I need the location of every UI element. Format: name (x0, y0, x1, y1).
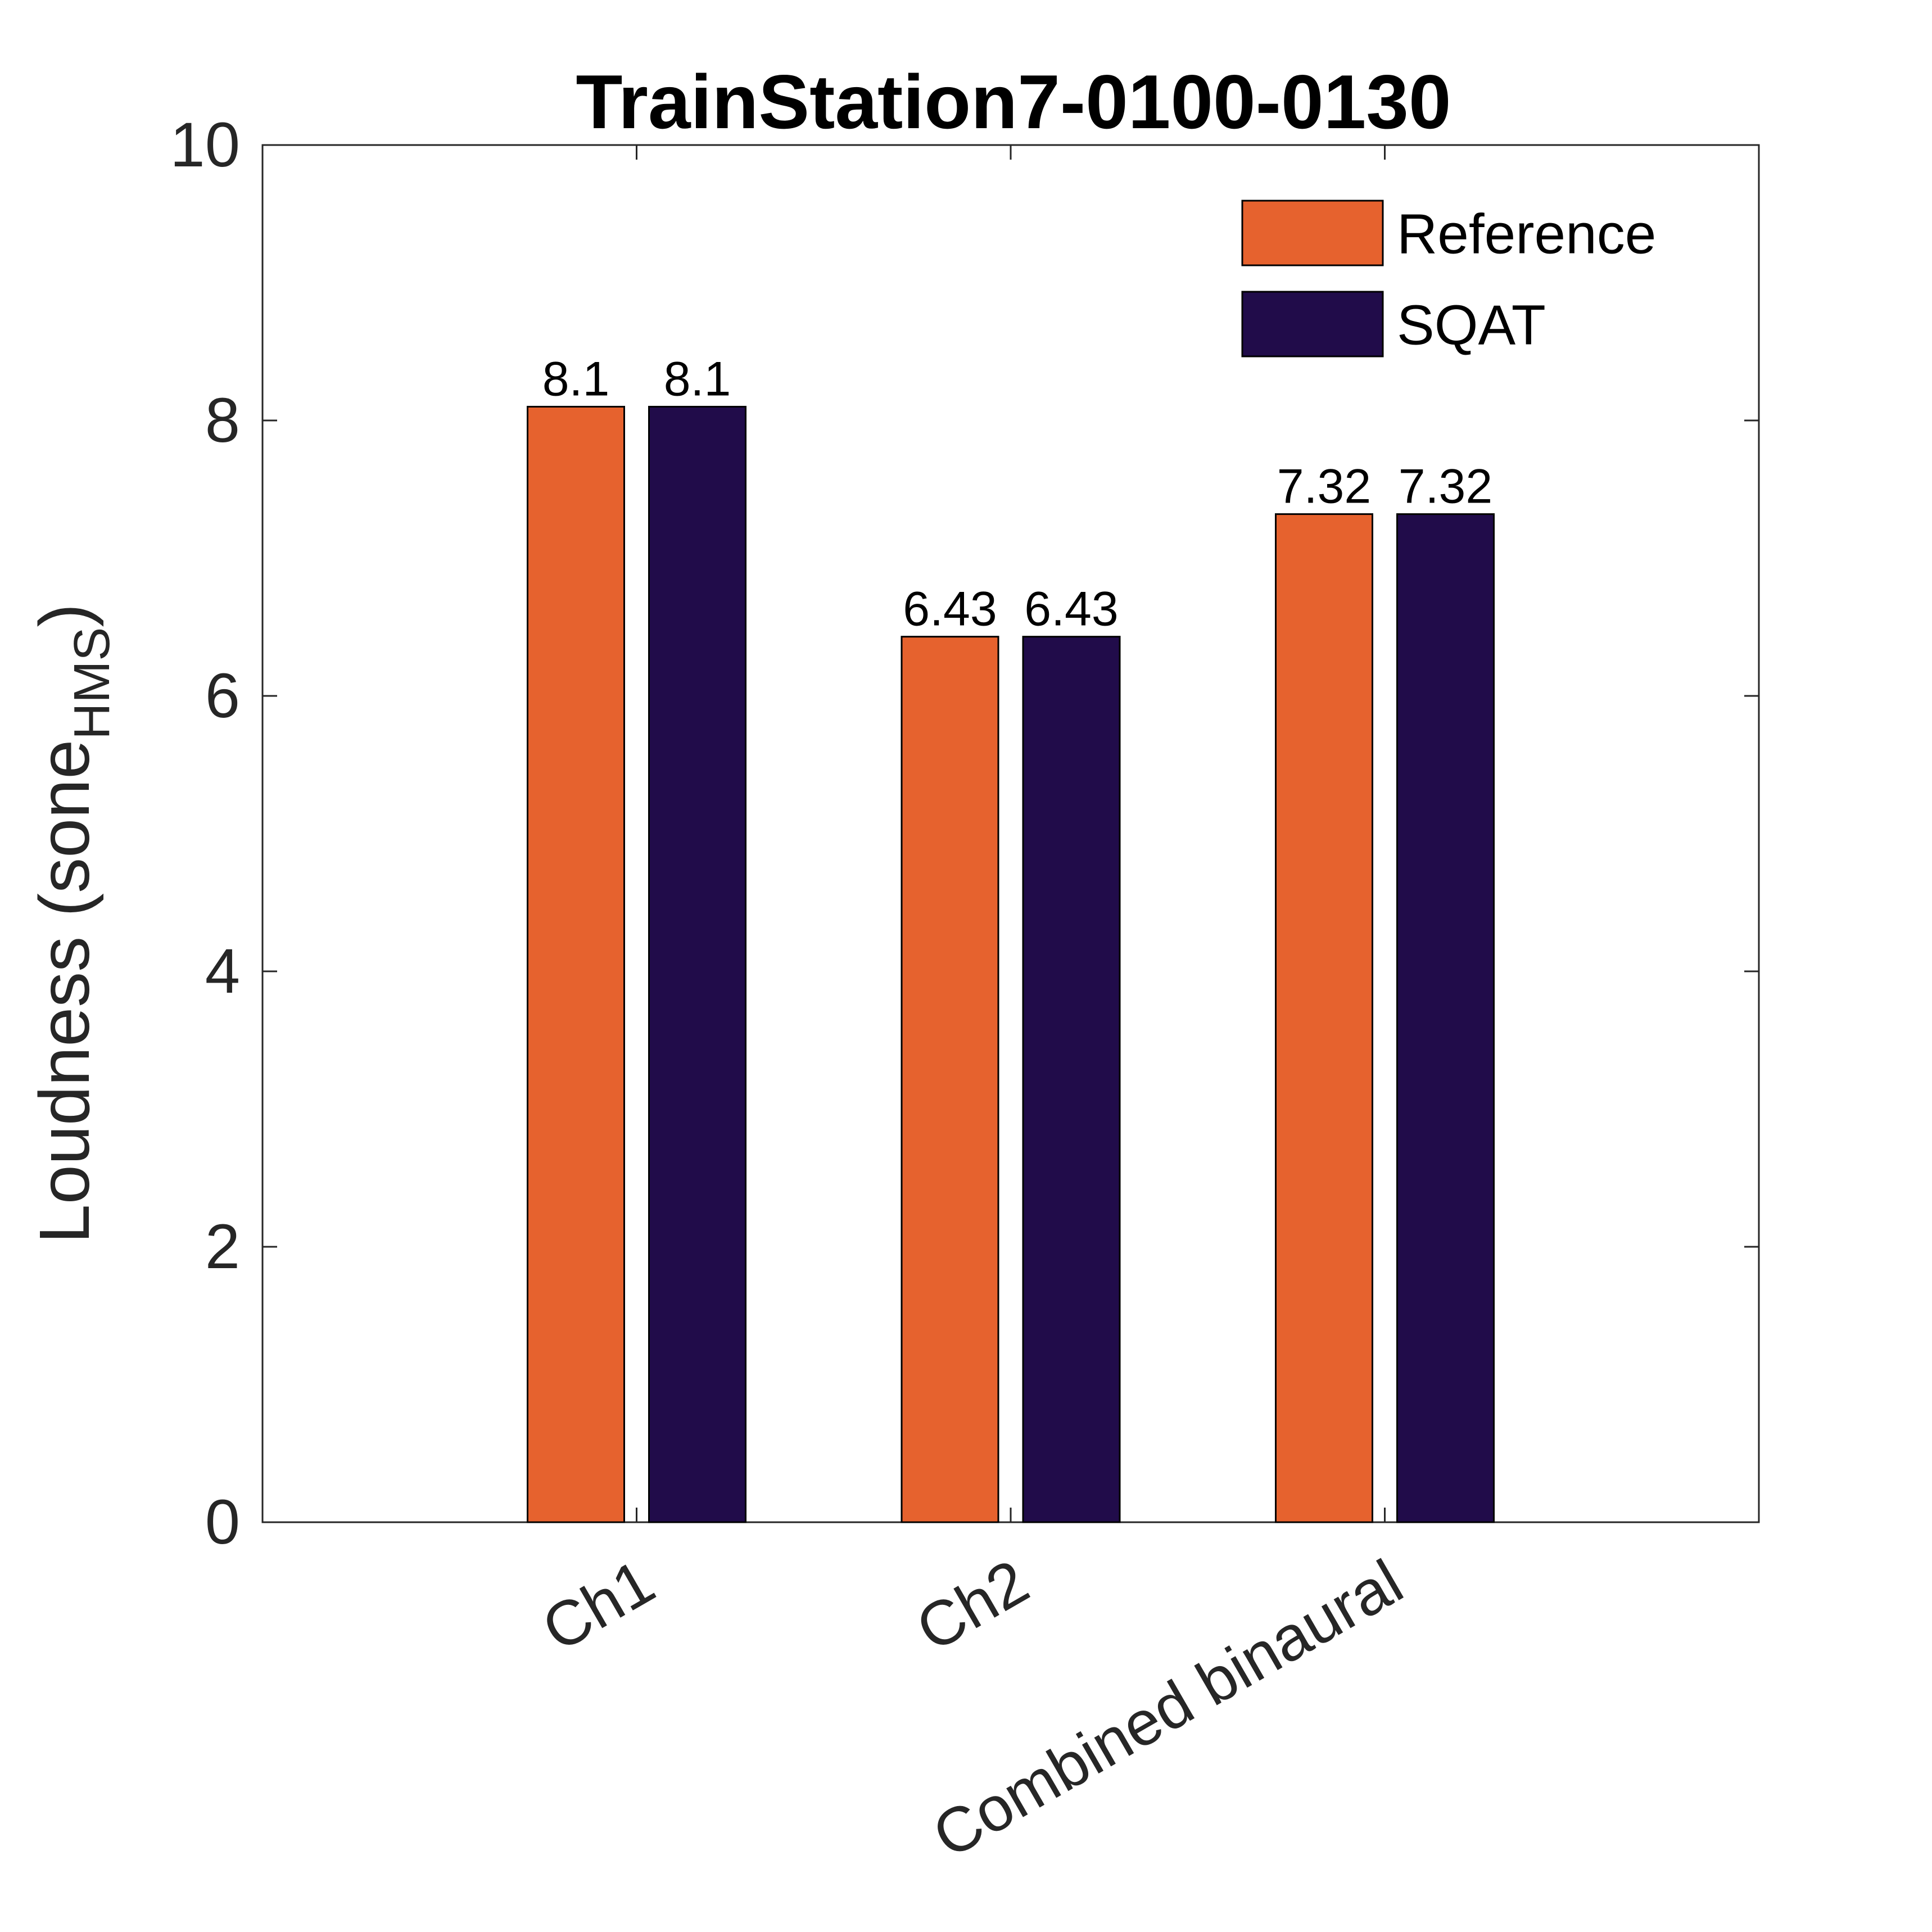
y-tick-label: 4 (205, 936, 240, 1006)
legend-swatch-sqat (1241, 291, 1384, 358)
y-tick-label: 10 (170, 110, 240, 180)
data-label-reference-2: 7.32 (1277, 460, 1371, 514)
data-label-sqat-0: 8.1 (664, 352, 731, 406)
bar-reference-ch2 (901, 636, 999, 1523)
y-tick-label: 2 (205, 1211, 240, 1282)
data-label-reference-1: 6.43 (903, 582, 997, 636)
bar-reference-combined-binaural (1275, 513, 1373, 1523)
data-label-reference-0: 8.1 (542, 352, 610, 406)
chart-title: TrainStation7-0100-0130 (576, 59, 1451, 144)
y-tick-label: 8 (205, 385, 240, 455)
legend-label-sqat: SQAT (1397, 294, 1546, 357)
bar-sqat-ch2 (1022, 636, 1121, 1523)
y-tick-label: 6 (205, 660, 240, 731)
data-labels: 8.1 6.43 7.32 8.1 6.43 7.32 (542, 352, 1492, 636)
bar-reference-ch1 (527, 406, 625, 1523)
legend-label-reference: Reference (1397, 203, 1656, 266)
legend-swatch-reference (1241, 200, 1384, 266)
legend: Reference SQAT (1241, 200, 1656, 358)
y-tick-label: 0 (205, 1487, 240, 1557)
data-label-sqat-2: 7.32 (1399, 460, 1492, 514)
y-axis-label: Loudness (soneHMS) (25, 604, 120, 1244)
bars (527, 406, 1495, 1523)
bar-sqat-ch1 (648, 406, 746, 1523)
data-label-sqat-1: 6.43 (1024, 582, 1118, 636)
bar-sqat-combined-binaural (1396, 513, 1495, 1523)
